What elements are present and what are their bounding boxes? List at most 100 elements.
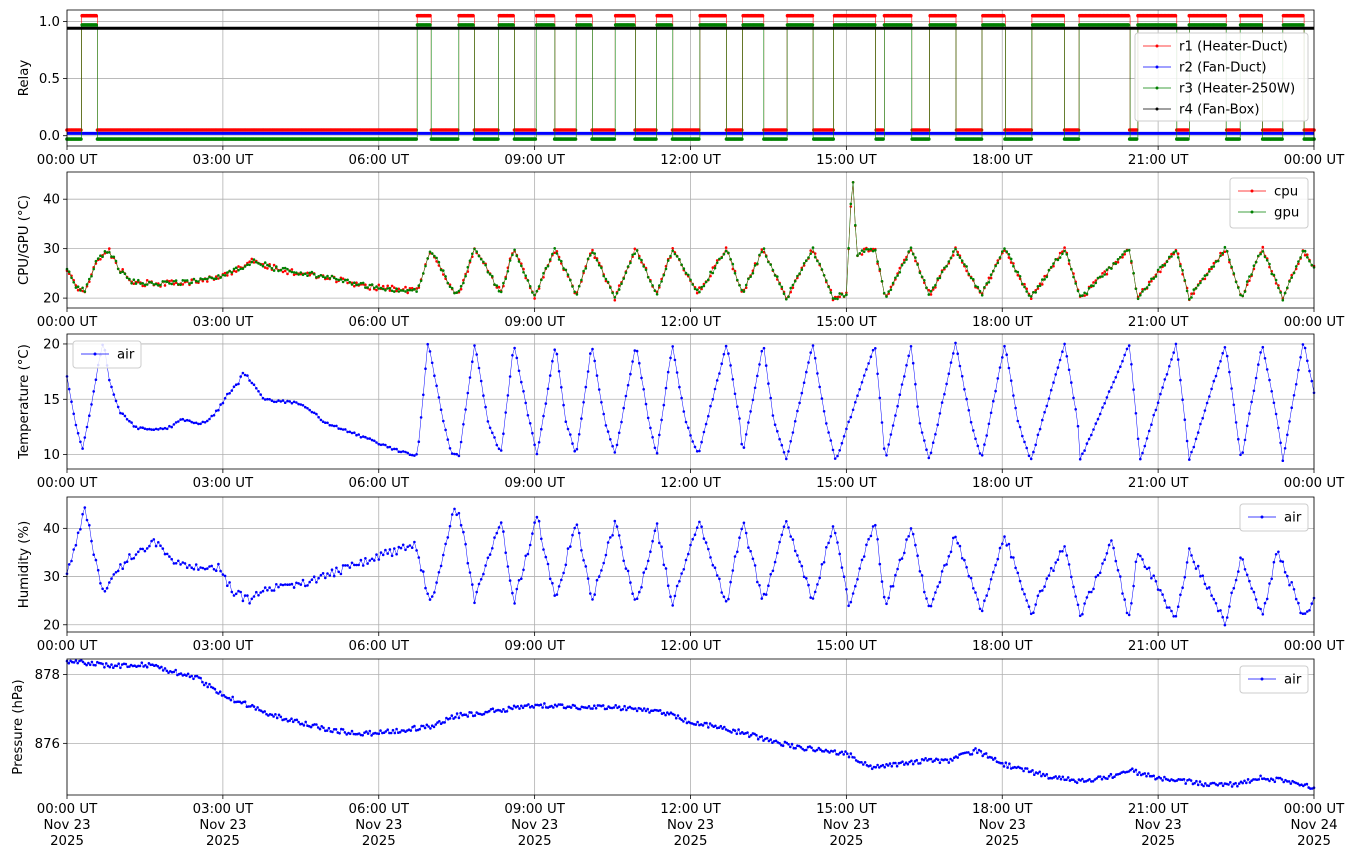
series-gpu-point	[455, 291, 459, 294]
series-air-point	[633, 598, 637, 601]
series-gpu-point	[544, 266, 548, 270]
series-air-point	[335, 566, 338, 570]
series-air-point	[802, 381, 806, 385]
series-air-point	[186, 672, 190, 676]
series-air-point	[473, 601, 476, 605]
series-air-point	[755, 733, 758, 737]
x-tick-label-line: 03:00 UT	[193, 802, 254, 817]
series-air-point	[466, 561, 470, 565]
series-air-point	[718, 577, 721, 581]
series-air-point	[384, 548, 387, 552]
series-air-point	[401, 450, 405, 453]
series-air-point	[471, 583, 474, 586]
series-air-point	[831, 448, 835, 452]
series-air-point	[268, 398, 271, 401]
legend-label: r3 (Heater-250W)	[1179, 82, 1295, 97]
series-air-point	[711, 398, 715, 401]
series-air-point	[83, 662, 87, 665]
series-air-point	[1170, 358, 1173, 361]
series-gpu-point	[782, 292, 786, 296]
series-air-point	[181, 561, 185, 564]
series-cpu-point	[393, 286, 396, 290]
series-air-point	[1116, 568, 1120, 572]
series-gpu-point	[664, 267, 668, 271]
series-gpu-point	[1038, 284, 1042, 288]
series-air-point	[760, 349, 764, 353]
series-air-point	[257, 594, 260, 597]
series-air-point	[742, 446, 746, 449]
series-air-point	[522, 390, 525, 393]
series-gpu-point	[626, 265, 630, 268]
series-gpu-point	[1188, 297, 1191, 301]
series-air-point	[143, 427, 147, 431]
series-air-point	[1163, 599, 1167, 602]
series-air-point	[330, 568, 334, 571]
series-gpu-point	[430, 252, 434, 255]
series-air-point	[874, 523, 877, 527]
series-air-point	[261, 589, 265, 593]
relay-point	[1134, 128, 1139, 132]
series-gpu-point	[134, 282, 138, 285]
series-cpu-point	[281, 270, 285, 274]
series-air-point	[366, 437, 369, 440]
series-air-point	[958, 364, 962, 368]
series-gpu-point	[208, 275, 211, 279]
series-air-point	[227, 696, 231, 700]
series-air-point	[793, 549, 797, 553]
series-air-point	[655, 522, 659, 525]
series-air-point	[753, 386, 757, 390]
series-air-point	[655, 451, 659, 455]
series-air-point	[399, 450, 403, 454]
series-air-point	[646, 707, 649, 711]
series-air-point	[1020, 767, 1024, 770]
series-air-point	[90, 660, 94, 664]
series-gpu-point	[660, 280, 663, 283]
series-air-point	[167, 671, 170, 674]
relay-point	[927, 137, 931, 141]
series-gpu-point	[727, 251, 730, 255]
series-air-point	[450, 452, 454, 455]
series-gpu-point	[976, 285, 980, 289]
series-gpu-point	[1114, 262, 1118, 266]
x-tick-label-line: 15:00 UT	[816, 639, 877, 654]
series-air-point	[810, 746, 813, 750]
series-air-point	[241, 371, 245, 375]
series-air-point	[789, 535, 792, 538]
series-air-point	[629, 372, 632, 376]
y-axis-title: Relay	[17, 60, 32, 97]
series-air-point	[128, 665, 131, 668]
series-air-point	[1132, 388, 1135, 391]
series-air-point	[1127, 344, 1131, 347]
series-air-point	[646, 559, 650, 563]
series-gpu-point	[546, 264, 550, 268]
series-air-point	[980, 609, 984, 613]
series-air-point	[234, 592, 238, 596]
series-air-point	[1087, 590, 1091, 594]
relay-point	[631, 23, 636, 27]
series-air-point	[740, 442, 743, 446]
series-air-point	[1257, 363, 1260, 366]
series-gpu-point	[929, 289, 933, 293]
series-gpu-point	[1043, 278, 1046, 281]
series-gpu-point	[1168, 255, 1171, 259]
series-air-point	[569, 433, 572, 436]
series-air-point	[72, 661, 76, 664]
series-air-point	[246, 594, 249, 597]
series-cpu-point	[190, 278, 193, 282]
series-gpu-point	[934, 283, 937, 287]
series-air-point	[462, 530, 465, 534]
series-cpu-point	[1261, 245, 1265, 249]
series-air-point	[241, 599, 245, 603]
series-air-point	[609, 536, 612, 539]
series-air-point	[1208, 395, 1211, 398]
series-air-point	[1138, 771, 1141, 774]
series-air-point	[767, 382, 770, 385]
series-air-point	[613, 519, 617, 523]
series-air-point	[585, 706, 589, 710]
series-air-point	[148, 427, 151, 431]
series-air-point	[1152, 413, 1155, 417]
series-gpu-point	[263, 261, 267, 264]
series-air-point	[1292, 394, 1296, 397]
series-air-point	[805, 370, 808, 374]
